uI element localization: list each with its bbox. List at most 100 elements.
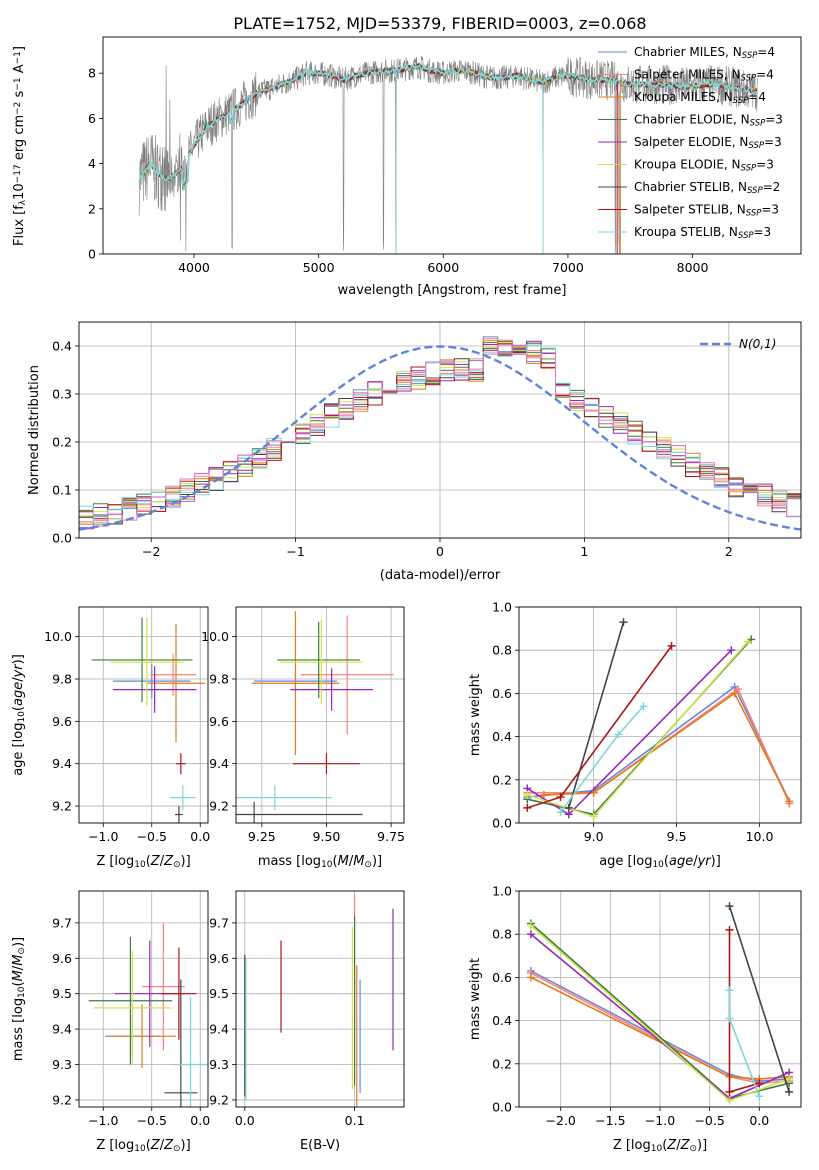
y-tick-label: 0.4 (52, 339, 72, 354)
y-tick-label: 0.2 (52, 435, 72, 450)
y-tick-label: 9.6 (209, 951, 229, 966)
mass-axis-label: mass [log10(M/M⊙)] (11, 937, 27, 1061)
x-tick-label: −0.5 (694, 1113, 724, 1128)
x-tick-label: 9.25 (248, 829, 276, 844)
residuals-frame (78, 321, 802, 539)
series-point (556, 808, 565, 817)
y-tick-label: 2 (88, 201, 96, 216)
age_vs_mass-frame (235, 606, 405, 824)
y-tick-label: 0.0 (52, 531, 72, 546)
massweight_vs_age-axes: 9.0 9.5 10.0 0.0 0.2 0.4 0.6 0.8 1.0 (492, 600, 801, 844)
series-point (730, 689, 739, 698)
series-point (725, 986, 734, 995)
series-point (523, 790, 532, 799)
series-point (619, 618, 628, 627)
mass-axis-label: mass [log10(M/M⊙)] (258, 854, 382, 870)
x-tick-label: 0.0 (235, 1113, 255, 1128)
x-tick-label: 9.0 (584, 829, 604, 844)
y-tick-label: 9.5 (209, 986, 229, 1001)
series-line (728, 905, 790, 1093)
histogram-steps (79, 336, 801, 532)
y-tick-label: 9.7 (209, 915, 229, 930)
mass_vs_Z-errorbars (88, 922, 208, 1107)
y-tick-label: 0.6 (492, 970, 512, 985)
y-tick-label: 1.0 (492, 884, 512, 899)
series-point (725, 925, 734, 934)
y-tick-label: 0.8 (492, 927, 512, 942)
massweight_vs_age-frame (518, 606, 802, 824)
observed-spectrum-line (138, 55, 758, 254)
mass_vs_EBV-axes: 0.0 0.1 9.2 9.3 9.4 9.5 9.6 9.7 (209, 891, 404, 1128)
y-tick-label: 0.3 (52, 387, 72, 402)
massweight_vs_Z-axes: −2.0 −1.5 −1.0 −0.5 0.0 0.0 0.2 0.4 0.6 0.8 1.0 (492, 884, 801, 1128)
series-line (526, 649, 732, 816)
y-axis-label: mass weight (468, 674, 483, 756)
series-point (785, 1087, 794, 1096)
x-tick-label: −1.0 (88, 1113, 118, 1128)
y-tick-label: 0.6 (492, 686, 512, 701)
flux-axis-label: Flux [fλ10−17 erg cm−2 s−1 A−1] (12, 46, 28, 246)
x-tick-label: 0 (436, 544, 444, 559)
y-tick-label: 0.4 (492, 1013, 512, 1028)
mass_vs_Z-frame (78, 890, 209, 1108)
massweight_vs_Z-lines (526, 902, 794, 1105)
series-line (530, 972, 790, 1085)
x-tick-label: 6000 (427, 260, 459, 275)
age_vs_mass-errorbars (236, 611, 394, 823)
y-tick-label: 9.3 (209, 1057, 229, 1072)
series-point (526, 930, 535, 939)
y-tick-label: 9.8 (209, 672, 229, 687)
x-tick-label: 0.0 (190, 1113, 210, 1128)
y-tick-label: 0.0 (492, 1100, 512, 1115)
series-line (568, 621, 625, 809)
legend-entry: Salpeter STELIB, NSSP=3 (634, 203, 779, 219)
series-point (564, 803, 573, 812)
y-tick-label: 9.4 (52, 1022, 72, 1037)
series-point (727, 646, 736, 655)
series-point (733, 685, 742, 694)
series-point (785, 1074, 794, 1083)
age-axis-label: age [log10(age/yr)] (11, 654, 27, 776)
series-line (559, 705, 644, 813)
histogram-line (79, 344, 801, 532)
y-tick-label: 0.4 (492, 729, 512, 744)
x-tick-label: 9.50 (313, 829, 341, 844)
spectrum-frame (102, 36, 802, 255)
series-point (539, 790, 548, 799)
series-point (526, 921, 535, 930)
residuals-axes: −2 −1 0 1 2 0.0 0.1 0.2 0.3 0.4 (52, 322, 801, 559)
series-line (530, 976, 790, 1080)
y-tick-label: 1.0 (492, 600, 512, 615)
series-point (526, 973, 535, 982)
series-point (614, 730, 623, 739)
series-point (725, 1087, 734, 1096)
x-tick-label: 0.1 (345, 1113, 365, 1128)
x-tick-label: 0.0 (190, 829, 210, 844)
y-tick-label: 0.1 (52, 483, 72, 498)
age-axis-label: age [log10(age/yr)] (599, 854, 721, 870)
y-tick-label: 10.0 (201, 629, 229, 644)
y-tick-label: 9.7 (52, 915, 72, 930)
Z-axis-label: Z [log10(Z/Z⊙)] (613, 1138, 707, 1154)
legend-entry: Kroupa MILES, NSSP=4 (634, 90, 766, 106)
x-axis-label: E(B-V) (300, 1138, 340, 1153)
y-tick-label: 9.2 (209, 1092, 229, 1107)
age_vs_Z-errorbars (91, 617, 206, 823)
y-axis-label: Normed distribution (27, 365, 42, 495)
x-tick-label: −0.5 (137, 1113, 167, 1128)
series-point (755, 1079, 764, 1088)
x-tick-label: 7000 (552, 260, 584, 275)
y-tick-label: 9.2 (52, 1092, 72, 1107)
y-tick-label: 9.4 (209, 756, 229, 771)
series-line (527, 638, 752, 816)
x-tick-label: 10.0 (746, 829, 774, 844)
y-tick-label: 9.5 (52, 986, 72, 1001)
series-point (589, 812, 598, 821)
y-tick-label: 9.2 (52, 799, 72, 814)
legend-entry: N(0,1) (739, 337, 776, 351)
series-point (785, 797, 794, 806)
y-tick-label: 0.2 (492, 1056, 512, 1071)
y-tick-label: 9.6 (52, 714, 72, 729)
mass_vs_Z-axes: −1.0 −0.5 0.0 9.2 9.3 9.4 9.5 9.6 9.7 (52, 891, 210, 1128)
